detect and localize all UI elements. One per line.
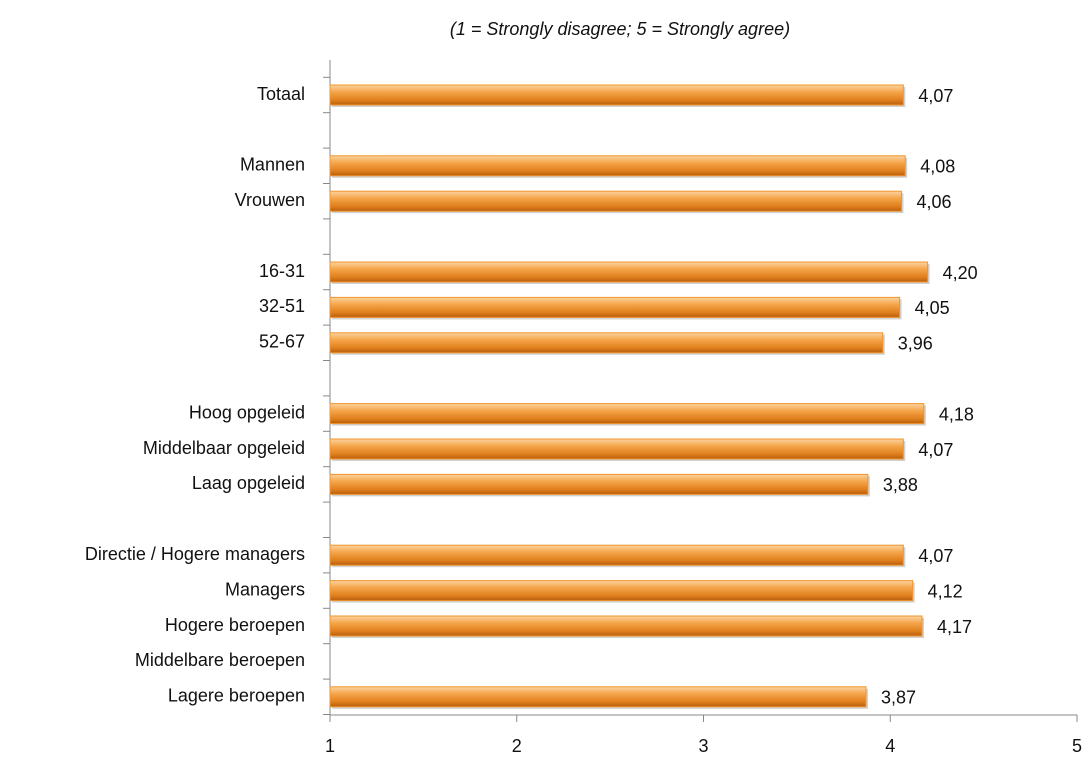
bar bbox=[329, 686, 867, 708]
y-tick-label: Lagere beroepen bbox=[168, 686, 305, 706]
y-tick-label: 16-31 bbox=[259, 261, 305, 281]
value-label: 3,88 bbox=[883, 475, 918, 495]
x-tick-label: 1 bbox=[325, 736, 335, 756]
y-tick-label: Hogere beroepen bbox=[165, 615, 305, 635]
value-label: 4,08 bbox=[920, 157, 955, 177]
y-tick-label: Hoog opgeleid bbox=[189, 402, 305, 422]
bar bbox=[329, 296, 901, 318]
bar bbox=[329, 615, 923, 637]
bar bbox=[329, 332, 884, 354]
bar bbox=[329, 84, 904, 106]
value-label: 4,07 bbox=[918, 546, 953, 566]
y-tick-label: Middelbaar opgeleid bbox=[143, 438, 305, 458]
bar bbox=[329, 438, 904, 460]
y-tick-label: Directie / Hogere managers bbox=[85, 544, 305, 564]
bar bbox=[329, 544, 904, 566]
value-label: 4,12 bbox=[928, 581, 963, 601]
value-label: 4,20 bbox=[943, 263, 978, 283]
bar bbox=[329, 261, 929, 283]
value-label: 3,87 bbox=[881, 688, 916, 708]
y-tick-label: Middelbare beroepen bbox=[135, 650, 305, 670]
bar bbox=[329, 580, 914, 602]
value-label: 4,18 bbox=[939, 404, 974, 424]
value-label: 4,17 bbox=[937, 617, 972, 637]
value-label: 4,05 bbox=[915, 298, 950, 318]
y-tick-label: 52-67 bbox=[259, 332, 305, 352]
x-tick-label: 3 bbox=[698, 736, 708, 756]
value-label: 4,07 bbox=[918, 440, 953, 460]
value-label: 4,06 bbox=[916, 192, 951, 212]
y-tick-label: Vrouwen bbox=[235, 190, 305, 210]
x-tick-label: 5 bbox=[1072, 736, 1082, 756]
y-tick-label: Managers bbox=[225, 579, 305, 599]
y-tick-label: Mannen bbox=[240, 155, 305, 175]
bar bbox=[329, 190, 902, 212]
y-tick-label: 32-51 bbox=[259, 296, 305, 316]
chart-subtitle: (1 = Strongly disagree; 5 = Strongly agr… bbox=[450, 19, 790, 39]
bar bbox=[329, 403, 925, 425]
value-label: 4,07 bbox=[918, 86, 953, 106]
value-label: 3,96 bbox=[898, 334, 933, 354]
bar bbox=[329, 473, 869, 495]
y-tick-label: Laag opgeleid bbox=[192, 473, 305, 493]
y-tick-label: Totaal bbox=[257, 84, 305, 104]
x-tick-label: 4 bbox=[885, 736, 895, 756]
bar bbox=[329, 155, 906, 177]
x-tick-label: 2 bbox=[512, 736, 522, 756]
